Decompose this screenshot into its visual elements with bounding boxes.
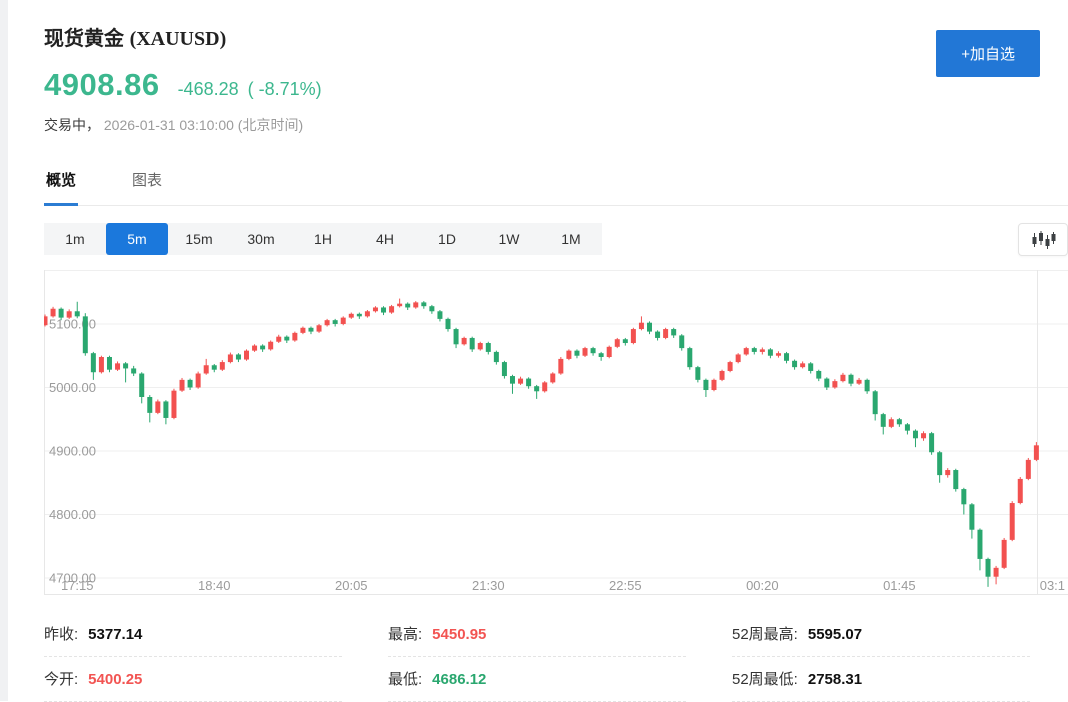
page-left-gutter <box>0 0 8 701</box>
last-price: 4908.86 <box>44 67 160 102</box>
interval-button-1M[interactable]: 1M <box>540 223 602 255</box>
tab-chart[interactable]: 图表 <box>132 172 163 189</box>
market-status-row: 交易中， 2026-01-31 03:10:00 (北京时间) <box>44 115 1068 135</box>
tab-overview[interactable]: 概览 <box>44 161 79 206</box>
svg-text:18:40: 18:40 <box>198 578 231 593</box>
stat-high: 最高: 5450.95 <box>388 612 686 657</box>
svg-text:03:1: 03:1 <box>1040 578 1065 593</box>
svg-text:21:30: 21:30 <box>472 578 505 593</box>
stats-column-3: 52周最高: 5595.07 52周最低: 2758.31 <box>732 612 1030 702</box>
stat-open: 今开: 5400.25 <box>44 657 342 702</box>
svg-text:00:20: 00:20 <box>746 578 779 593</box>
stat-low: 最低: 4686.12 <box>388 657 686 702</box>
svg-text:5100.00: 5100.00 <box>49 316 96 331</box>
interval-button-1W[interactable]: 1W <box>478 223 540 255</box>
svg-text:20:05: 20:05 <box>335 578 368 593</box>
price-row: 4908.86 -468.28 ( -8.71%) <box>44 67 1068 103</box>
chart-style-button[interactable] <box>1018 223 1068 256</box>
interval-button-1H[interactable]: 1H <box>292 223 354 255</box>
quote-timestamp: 2026-01-31 03:10:00 (北京时间) <box>103 117 304 133</box>
svg-text:01:45: 01:45 <box>883 578 916 593</box>
change-absolute: -468.28 <box>177 79 239 99</box>
add-watchlist-button[interactable]: +加自选 <box>936 30 1040 77</box>
candlestick-style-icon <box>1032 230 1056 249</box>
interval-button-1m[interactable]: 1m <box>44 223 106 255</box>
svg-text:22:55: 22:55 <box>609 578 642 593</box>
interval-button-15m[interactable]: 15m <box>168 223 230 255</box>
instrument-symbol: (XAUUSD) <box>129 28 227 50</box>
stats-column-1: 昨收: 5377.14 今开: 5400.25 <box>44 612 342 702</box>
view-tabs: 概览 图表 <box>44 161 1068 206</box>
interval-button-30m[interactable]: 30m <box>230 223 292 255</box>
quote-stats: 昨收: 5377.14 今开: 5400.25 最高: 5450.95 最低: … <box>44 612 1068 702</box>
svg-text:5000.00: 5000.00 <box>49 380 96 395</box>
quote-page: 现货黄金 (XAUUSD) 4908.86 -468.28 ( -8.71%) … <box>44 0 1068 702</box>
svg-text:17:15: 17:15 <box>61 578 94 593</box>
stat-52w-high: 52周最高: 5595.07 <box>732 612 1030 657</box>
candlestick-chart[interactable]: 5100.00 5000.00 4900.00 4800.00 4700.00 17:15… <box>44 270 1068 595</box>
instrument-name: 现货黄金 <box>44 28 124 50</box>
quote-header: 现货黄金 (XAUUSD) 4908.86 -468.28 ( -8.71%) … <box>44 0 1068 135</box>
interval-button-4H[interactable]: 4H <box>354 223 416 255</box>
svg-text:4900.00: 4900.00 <box>49 443 96 458</box>
price-change: -468.28 ( -8.71%) <box>178 79 322 100</box>
chart-canvas[interactable]: 5100.00 5000.00 4900.00 4800.00 4700.0017:15… <box>44 270 1068 595</box>
change-percent: ( -8.71%) <box>247 79 322 99</box>
stats-column-2: 最高: 5450.95 最低: 4686.12 <box>388 612 686 702</box>
interval-button-1D[interactable]: 1D <box>416 223 478 255</box>
chart-candles <box>44 298 1039 587</box>
svg-text:4700.00: 4700.00 <box>49 570 96 585</box>
page-title: 现货黄金 (XAUUSD) <box>44 22 1068 51</box>
chart-toolbar: 1m 5m 15m 30m 1H 4H 1D 1W 1M <box>44 223 1068 256</box>
svg-text:4800.00: 4800.00 <box>49 507 96 522</box>
interval-selector: 1m 5m 15m 30m 1H 4H 1D 1W 1M <box>44 223 602 255</box>
stat-52w-low: 52周最低: 2758.31 <box>732 657 1030 702</box>
stat-prev-close: 昨收: 5377.14 <box>44 612 342 657</box>
market-status: 交易中， <box>44 117 100 133</box>
chart-y-axis-labels: 5100.00 5000.00 4900.00 4800.00 4700.00 <box>49 316 96 585</box>
interval-button-5m[interactable]: 5m <box>106 223 168 255</box>
chart-x-axis-labels: 17:15 18:40 20:05 21:30 22:55 00:20 01:45 03:1 <box>61 578 1065 593</box>
